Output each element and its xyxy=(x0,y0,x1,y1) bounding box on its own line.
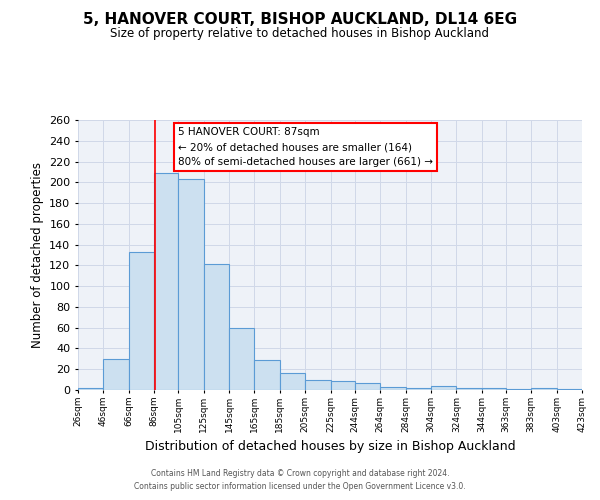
Bar xyxy=(331,380,355,390)
Bar xyxy=(406,388,431,390)
Bar xyxy=(154,173,178,390)
Bar xyxy=(305,380,331,390)
Bar xyxy=(482,388,506,390)
Bar xyxy=(254,360,280,390)
Bar xyxy=(280,374,305,390)
Bar xyxy=(457,388,482,390)
Bar xyxy=(129,252,154,390)
Bar xyxy=(557,389,582,390)
Text: 5, HANOVER COURT, BISHOP AUCKLAND, DL14 6EG: 5, HANOVER COURT, BISHOP AUCKLAND, DL14 … xyxy=(83,12,517,28)
Bar xyxy=(229,328,254,390)
Bar xyxy=(203,264,229,390)
Y-axis label: Number of detached properties: Number of detached properties xyxy=(31,162,44,348)
X-axis label: Distribution of detached houses by size in Bishop Auckland: Distribution of detached houses by size … xyxy=(145,440,515,454)
Bar xyxy=(178,179,203,390)
Text: 5 HANOVER COURT: 87sqm
← 20% of detached houses are smaller (164)
80% of semi-de: 5 HANOVER COURT: 87sqm ← 20% of detached… xyxy=(178,128,433,167)
Bar xyxy=(78,388,103,390)
Text: Contains public sector information licensed under the Open Government Licence v3: Contains public sector information licen… xyxy=(134,482,466,491)
Bar xyxy=(380,387,406,390)
Bar xyxy=(103,359,129,390)
Text: Size of property relative to detached houses in Bishop Auckland: Size of property relative to detached ho… xyxy=(110,28,490,40)
Bar xyxy=(355,382,380,390)
Bar xyxy=(506,389,531,390)
Text: Contains HM Land Registry data © Crown copyright and database right 2024.: Contains HM Land Registry data © Crown c… xyxy=(151,468,449,477)
Bar xyxy=(531,388,557,390)
Bar xyxy=(431,386,457,390)
